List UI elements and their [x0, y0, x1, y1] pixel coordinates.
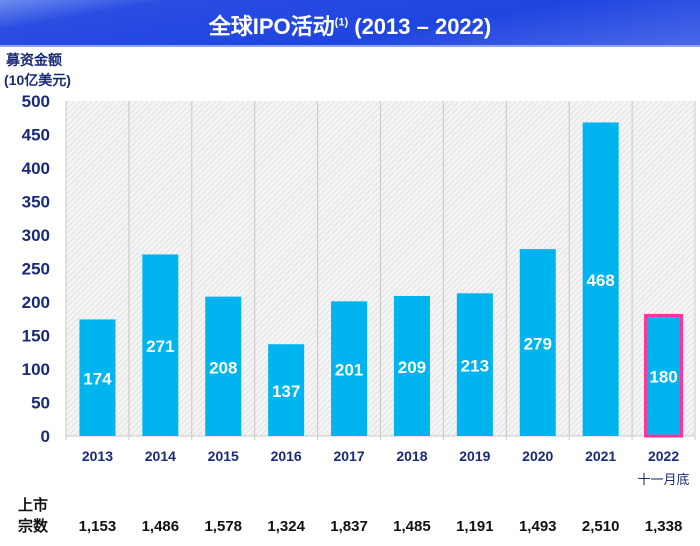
x-tick-label: 2015 — [208, 448, 239, 464]
data-label: 201 — [335, 361, 363, 380]
data-label: 180 — [649, 368, 677, 387]
bar-2013 — [79, 319, 116, 436]
listing-count: 1,485 — [393, 518, 431, 535]
bar-2021 — [582, 122, 619, 436]
title-text: 全球IPO活动 — [208, 14, 335, 39]
bar-2019 — [456, 293, 493, 436]
listing-count: 1,153 — [79, 518, 117, 535]
table-label-2: 宗数 — [18, 517, 49, 535]
y-tick-label: 100 — [22, 360, 50, 379]
listing-count: 1,493 — [519, 518, 557, 535]
data-label: 209 — [398, 358, 426, 377]
listing-count: 1,191 — [456, 518, 494, 535]
y-tick-label: 350 — [22, 193, 50, 212]
y-axis-label-2: (10亿美元) — [4, 72, 71, 88]
data-label: 468 — [586, 271, 614, 290]
y-tick-label: 250 — [22, 260, 50, 279]
x-tick-label: 2013 — [82, 448, 113, 464]
table-label-1: 上市 — [18, 496, 48, 514]
listing-count: 2,510 — [582, 518, 620, 535]
title-footnote: (1) — [334, 16, 349, 29]
y-tick-label: 300 — [22, 226, 50, 245]
data-label: 137 — [272, 382, 300, 401]
y-tick-label: 450 — [22, 126, 50, 145]
listing-count: 1,486 — [142, 518, 180, 535]
x-tick-label: 2020 — [522, 448, 553, 464]
x-tick-label: 2018 — [396, 448, 427, 464]
bar-2018 — [393, 295, 430, 436]
x-tick-label: 2019 — [459, 448, 490, 464]
y-tick-label: 50 — [31, 394, 50, 413]
bar-2015 — [205, 296, 242, 436]
data-label: 213 — [461, 357, 489, 376]
bar-2022 — [644, 313, 684, 438]
x-tick-label: 2014 — [145, 448, 176, 464]
title-range: (2013 – 2022) — [348, 14, 492, 39]
x-tick-label: 2021 — [585, 448, 616, 464]
listing-count: 1,338 — [645, 518, 683, 535]
x-category-note: 十一月底 — [638, 472, 690, 487]
y-tick-label: 150 — [22, 327, 50, 346]
bar-2016 — [268, 344, 305, 436]
y-tick-label: 400 — [22, 159, 50, 178]
y-tick-label: 200 — [22, 293, 50, 312]
y-tick-label: 0 — [41, 427, 50, 446]
chart-title: 全球IPO活动(1) (2013 – 2022) — [0, 9, 700, 41]
bar-2020 — [519, 249, 556, 436]
data-label: 271 — [146, 337, 174, 356]
y-tick-label: 500 — [22, 92, 50, 111]
y-axis-label-1: 募资金额 — [6, 52, 62, 68]
listing-count: 1,324 — [267, 518, 305, 535]
x-tick-label: 2016 — [271, 448, 302, 464]
title-bar: 全球IPO活动(1) (2013 – 2022) — [0, 0, 700, 47]
data-label: 174 — [83, 370, 112, 389]
x-tick-label: 2017 — [333, 448, 364, 464]
listing-count: 1,578 — [204, 518, 242, 535]
data-label: 279 — [524, 335, 552, 354]
listing-count: 1,837 — [330, 518, 368, 535]
data-label: 208 — [209, 358, 237, 377]
bar-2017 — [331, 301, 368, 436]
x-tick-label: 2022 — [648, 448, 679, 464]
bar-2014 — [142, 254, 179, 436]
